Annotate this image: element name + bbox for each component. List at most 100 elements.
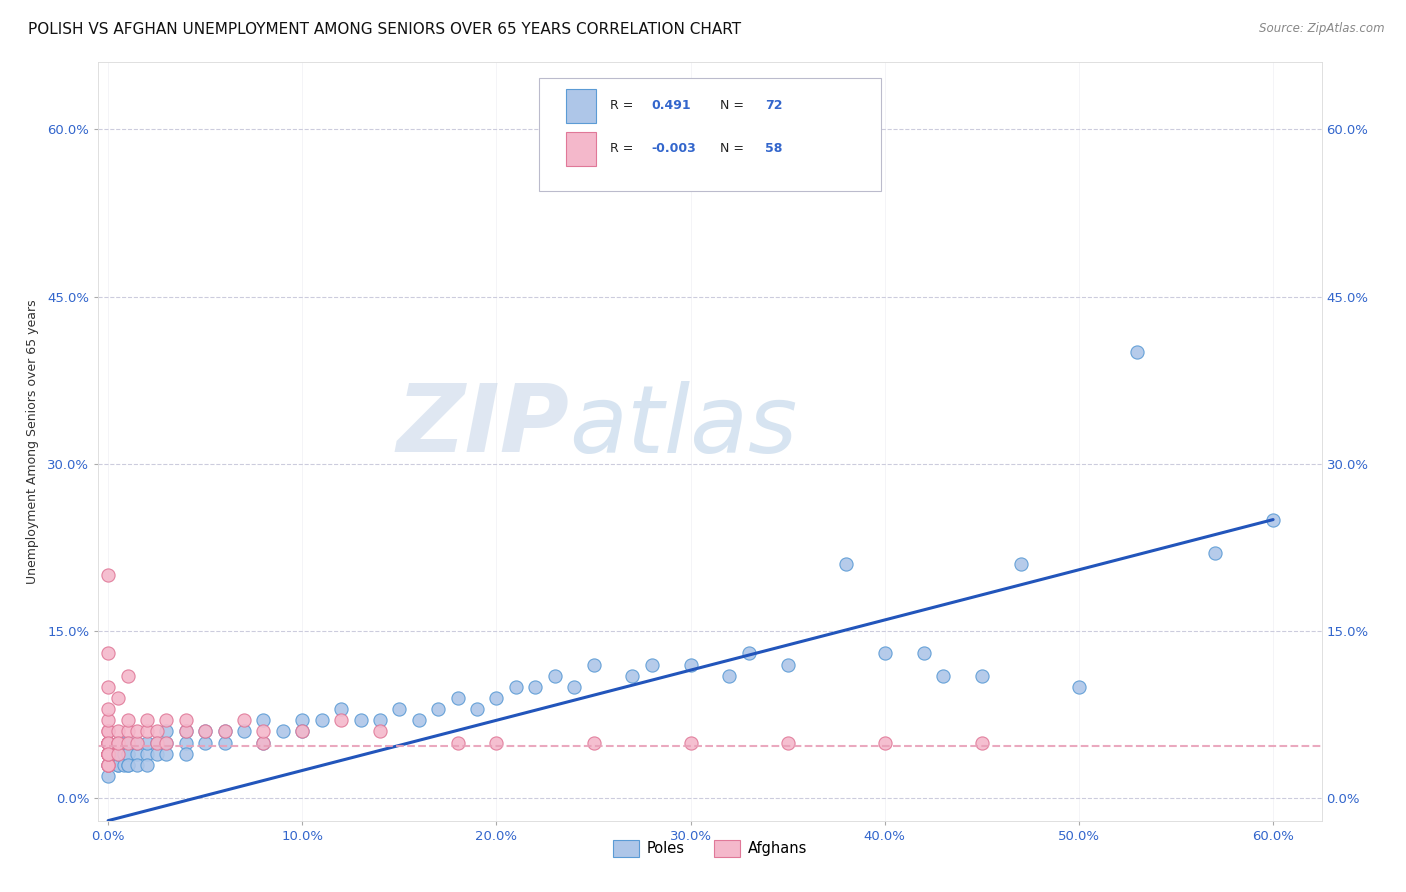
Text: 58: 58 (765, 143, 783, 155)
Point (1204, 546, 1226, 560)
Point (349, 714, 371, 728)
Point (970, 735, 993, 749)
Text: Source: ZipAtlas.com: Source: ZipAtlas.com (1260, 22, 1385, 36)
Point (214, 735, 236, 749)
Point (97, 747, 120, 761)
Point (873, 735, 896, 749)
Point (145, 747, 167, 761)
Point (107, 735, 129, 749)
FancyBboxPatch shape (565, 132, 596, 166)
Point (544, 669, 567, 683)
Point (97, 747, 120, 761)
Point (97, 724, 120, 739)
Point (194, 735, 217, 749)
Text: POLISH VS AFGHAN UNEMPLOYMENT AMONG SENIORS OVER 65 YEARS CORRELATION CHART: POLISH VS AFGHAN UNEMPLOYMENT AMONG SENI… (28, 22, 741, 37)
Point (970, 669, 993, 683)
Point (117, 735, 139, 749)
Point (107, 735, 129, 749)
Point (97, 735, 120, 749)
Point (155, 747, 177, 761)
Point (718, 669, 741, 683)
Point (97, 702, 120, 716)
Point (117, 758, 139, 772)
Point (136, 747, 159, 761)
Point (291, 714, 314, 728)
Point (368, 714, 391, 728)
Point (873, 646, 896, 660)
Point (127, 758, 149, 772)
Point (97, 646, 120, 660)
Point (127, 724, 149, 739)
Point (127, 747, 149, 761)
Point (485, 691, 508, 706)
Point (145, 735, 167, 749)
Point (97, 680, 120, 694)
Point (136, 758, 159, 772)
Text: R =: R = (610, 143, 637, 155)
Point (97, 735, 120, 749)
Point (427, 702, 450, 716)
Text: R =: R = (610, 99, 637, 112)
Point (368, 724, 391, 739)
Point (155, 735, 177, 749)
Point (97, 758, 120, 772)
Point (174, 724, 197, 739)
Point (107, 735, 129, 749)
Point (1261, 512, 1284, 526)
Point (97, 769, 120, 783)
Point (97, 724, 120, 739)
Point (112, 758, 135, 772)
Point (136, 714, 159, 728)
Y-axis label: Unemployment Among Seniors over 65 years: Unemployment Among Seniors over 65 years (25, 299, 39, 584)
Point (97, 735, 120, 749)
Point (835, 557, 858, 572)
Point (97, 735, 120, 749)
Point (117, 747, 139, 761)
Point (145, 724, 167, 739)
Point (641, 657, 664, 672)
Point (738, 646, 761, 660)
Text: 72: 72 (765, 99, 783, 112)
Point (291, 724, 314, 739)
Point (252, 735, 274, 749)
Point (97, 758, 120, 772)
Point (679, 735, 702, 749)
Point (97, 747, 120, 761)
Point (117, 724, 139, 739)
Point (145, 735, 167, 749)
Point (155, 714, 177, 728)
Point (174, 714, 197, 728)
Point (107, 758, 129, 772)
FancyBboxPatch shape (538, 78, 882, 191)
Point (117, 735, 139, 749)
Point (107, 691, 129, 706)
Point (252, 724, 274, 739)
Point (214, 724, 236, 739)
Point (214, 724, 236, 739)
Point (194, 724, 217, 739)
Point (136, 735, 159, 749)
Legend: Poles, Afghans: Poles, Afghans (607, 834, 813, 863)
Point (291, 724, 314, 739)
Point (107, 747, 129, 761)
Point (112, 747, 135, 761)
Point (107, 747, 129, 761)
FancyBboxPatch shape (565, 88, 596, 122)
Point (97, 747, 120, 761)
Point (155, 735, 177, 749)
Point (311, 714, 333, 728)
Point (1010, 557, 1032, 572)
Point (97, 747, 120, 761)
Point (97, 747, 120, 761)
Text: N =: N = (720, 143, 748, 155)
Point (117, 758, 139, 772)
Point (97, 758, 120, 772)
Point (562, 680, 585, 694)
Point (776, 735, 799, 749)
Point (233, 724, 256, 739)
Point (505, 680, 527, 694)
Point (107, 747, 129, 761)
Point (97, 735, 120, 749)
Point (1067, 680, 1090, 694)
Point (97, 714, 120, 728)
